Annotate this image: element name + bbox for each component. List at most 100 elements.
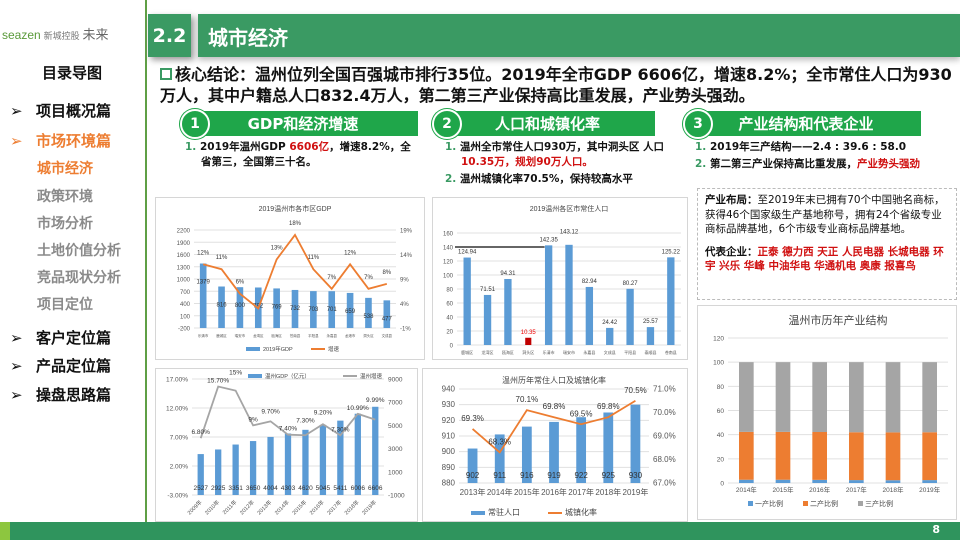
bar-segment <box>739 362 754 432</box>
arrow-icon: ➢ <box>10 102 23 120</box>
line-data-label: 11% <box>216 255 228 261</box>
line-data-label: 70.1% <box>516 395 539 404</box>
x-tick-label: 2016年 <box>541 487 567 497</box>
toc-item[interactable]: ➢ 项目概况篇 <box>10 100 111 121</box>
x-tick-label: 瑞安市 <box>235 333 246 338</box>
y2-tick-label: 1000 <box>388 469 403 476</box>
chart-title: 2019温州市各市区GDP <box>259 204 332 213</box>
bar-data-label: 2527 <box>193 485 208 492</box>
line-data-label: 7% <box>327 275 336 281</box>
toc-item[interactable]: 政策环境 <box>37 186 93 206</box>
bullet-text: 产业势头强劲 <box>856 158 920 170</box>
x-tick-label: 2014年 <box>487 487 513 497</box>
toc-item[interactable]: ➢ 客户定位篇 <box>10 327 111 348</box>
line-data-label: 9% <box>248 416 258 423</box>
y-tick-label: 2200 <box>177 229 191 235</box>
bar-segment <box>812 432 827 480</box>
toc-item[interactable]: 土地价值分析 <box>37 240 121 260</box>
toc-item-label: 产品定位篇 <box>36 357 112 375</box>
x-tick-label: 永嘉县 <box>326 333 337 338</box>
line-data-label: 6% <box>236 280 245 286</box>
x-tick-label: 2013年 <box>460 487 486 497</box>
line-data-label: 69.5% <box>570 409 593 418</box>
arrow-icon: ➢ <box>10 329 23 347</box>
toc-item[interactable]: 城市经济 <box>37 158 93 178</box>
line-data-label: 69.3% <box>461 414 484 423</box>
y-tick-label: 890 <box>442 463 456 472</box>
toc-item-label: 土地价值分析 <box>37 243 121 259</box>
bar <box>197 454 204 495</box>
bar-data-label: 703 <box>308 307 319 313</box>
line-data-label: 9.99% <box>366 397 385 404</box>
y2-tick-label: 67.0% <box>653 479 676 488</box>
toc-item-label: 市场环境篇 <box>36 132 112 150</box>
y-tick-label: 40 <box>717 432 725 439</box>
bar <box>463 257 471 345</box>
bar <box>467 448 478 483</box>
y-tick-label: -3.00% <box>167 493 188 500</box>
y-tick-label: 1300 <box>177 265 191 271</box>
enterprises-text: 正泰 德力西 天正 人民电器 长城电器 环宇 兴乐 华峰 中油华电 华通机电 奥… <box>705 245 944 273</box>
x-tick-label: 2015年 <box>773 485 794 494</box>
x-tick-label: 泰顺县 <box>644 349 656 355</box>
chart-title: 温州历年常住人口及城镇化率 <box>502 375 606 385</box>
toc-item[interactable]: ➢ 操盘思路篇 <box>10 384 111 405</box>
chart-gdp-history: 17.00% 12.00% 7.00% 2.00% -3.00% 9000 7000 5000… <box>155 368 418 522</box>
y-tick-label: 910 <box>442 432 456 441</box>
line-data-label: 69.8% <box>543 402 566 411</box>
x-tick-label: 2017年 <box>846 485 867 494</box>
bullet-item: 1. 温州全市常住人口930万，其中洞头区 人口 10.35万，规划90万人口。 <box>445 140 675 170</box>
line-data-label: 9.70% <box>261 408 280 415</box>
toc-item[interactable]: 竞品现状分析 <box>37 267 121 287</box>
bullet-text: 温州城镇化率70.5%，保持较高水平 <box>459 173 633 185</box>
bar-data-label: 919 <box>547 471 561 480</box>
bar <box>267 436 274 495</box>
bar <box>606 327 614 345</box>
chart-industry-structure: 温州市历年产业结构 120 100 80 60 40 20 0 2014年 2015年 2016年 2… <box>697 305 957 520</box>
bar <box>291 289 299 328</box>
y-tick-label: 160 <box>443 232 454 238</box>
bar-segment <box>775 431 791 480</box>
bullet-item: 1. 2019年温州GDP 6606亿，增速8.2%，全省第三，全国第三十名。 <box>185 140 420 170</box>
bar-data-label: 925 <box>602 471 616 480</box>
y2-tick-label: 19% <box>400 229 413 235</box>
legend-swatch <box>246 347 260 351</box>
bar <box>626 288 634 345</box>
bar-data-label: 800 <box>235 303 246 309</box>
x-tick-label: 2016年 <box>809 485 830 494</box>
x-tick-label: 瓯海区 <box>502 349 514 355</box>
y-tick-label: 100 <box>713 360 724 367</box>
toc-item[interactable]: 市场分析 <box>37 213 93 233</box>
y-tick-label: 900 <box>442 447 456 456</box>
line-data-label: 13% <box>271 245 284 251</box>
x-tick-label: 2012年 <box>238 498 257 517</box>
chart-population-urbanization: 温州历年常住人口及城镇化率 940 930 920 910 900 890 880 71.0% 7… <box>422 368 688 522</box>
toc-item[interactable]: ➢ 市场环境篇 <box>10 130 111 151</box>
bar <box>232 444 239 495</box>
bar <box>565 244 573 345</box>
x-tick-label: 永嘉县 <box>583 349 595 355</box>
bar-data-label: 1379 <box>197 280 211 286</box>
bar-data-label: 124.94 <box>458 250 477 256</box>
section-bullets: 1. 2019年三产结构——2.4 : 39.6 : 58.0 2. 第二第三产业… <box>695 140 955 174</box>
y-tick-label: 1600 <box>177 253 191 259</box>
y-tick-label: 60 <box>717 408 725 415</box>
x-tick-label: 瑞安市 <box>563 349 575 355</box>
line-data-label: 18% <box>289 221 302 227</box>
toc-title: 目录导图 <box>42 64 103 82</box>
bar <box>354 413 361 495</box>
y-tick-label: 1900 <box>177 241 191 247</box>
bar-data-label: 916 <box>520 471 534 480</box>
bar <box>273 288 280 328</box>
page-title: 城市经济 <box>198 14 960 57</box>
toc-item[interactable]: 项目定位 <box>37 294 93 314</box>
y2-tick-label: 71.0% <box>653 385 676 394</box>
toc-item-label: 客户定位篇 <box>36 329 112 347</box>
x-tick-label: 2018年 <box>595 487 621 497</box>
legend-swatch <box>248 374 262 378</box>
bar <box>494 434 505 483</box>
legend-label: 温州增速 <box>360 372 383 380</box>
bar-data-label: 769 <box>272 304 283 310</box>
layout-label: 产业布局： <box>705 194 758 206</box>
toc-item[interactable]: ➢ 产品定位篇 <box>10 355 111 376</box>
